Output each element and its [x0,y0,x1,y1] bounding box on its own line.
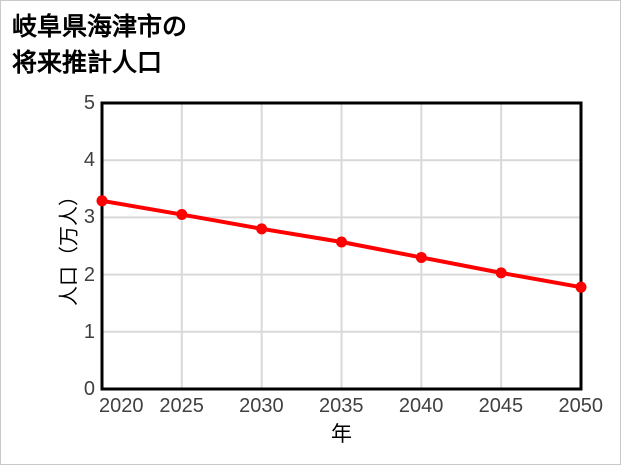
y-tick-label: 3 [83,206,95,229]
chart-title-line-2: 将来推計人口 [12,49,163,77]
x-tick-label: 2020 [99,395,144,417]
data-point [336,236,347,248]
y-tick-label: 5 [83,92,95,114]
line-chart [96,101,587,391]
data-point [575,281,587,293]
y-tick-label: 2 [83,263,95,286]
data-point [96,195,108,207]
x-tick-label: 2030 [239,395,284,417]
x-axis-title: 年 [331,423,352,446]
y-tick-label: 4 [83,149,95,172]
data-point [256,223,268,235]
plot-frame [100,101,583,391]
x-tick-label: 2040 [398,395,444,417]
x-tick-label: 2025 [159,395,204,417]
y-tick-label: 1 [83,320,95,343]
x-tick-label: 2035 [319,395,364,417]
chart-title-line-1: 岐阜県海津市の [12,13,188,41]
plot-area [96,101,587,391]
data-point [495,267,507,279]
data-point [415,251,427,263]
y-tick-label: 0 [83,378,95,400]
x-tick-label: 2050 [558,395,604,417]
x-tick-label: 2045 [478,395,524,417]
y-axis-title: 人口（万人） [58,186,81,306]
chart-title: 岐阜県海津市の 将来推計人口 [12,9,187,81]
data-point [176,209,188,221]
